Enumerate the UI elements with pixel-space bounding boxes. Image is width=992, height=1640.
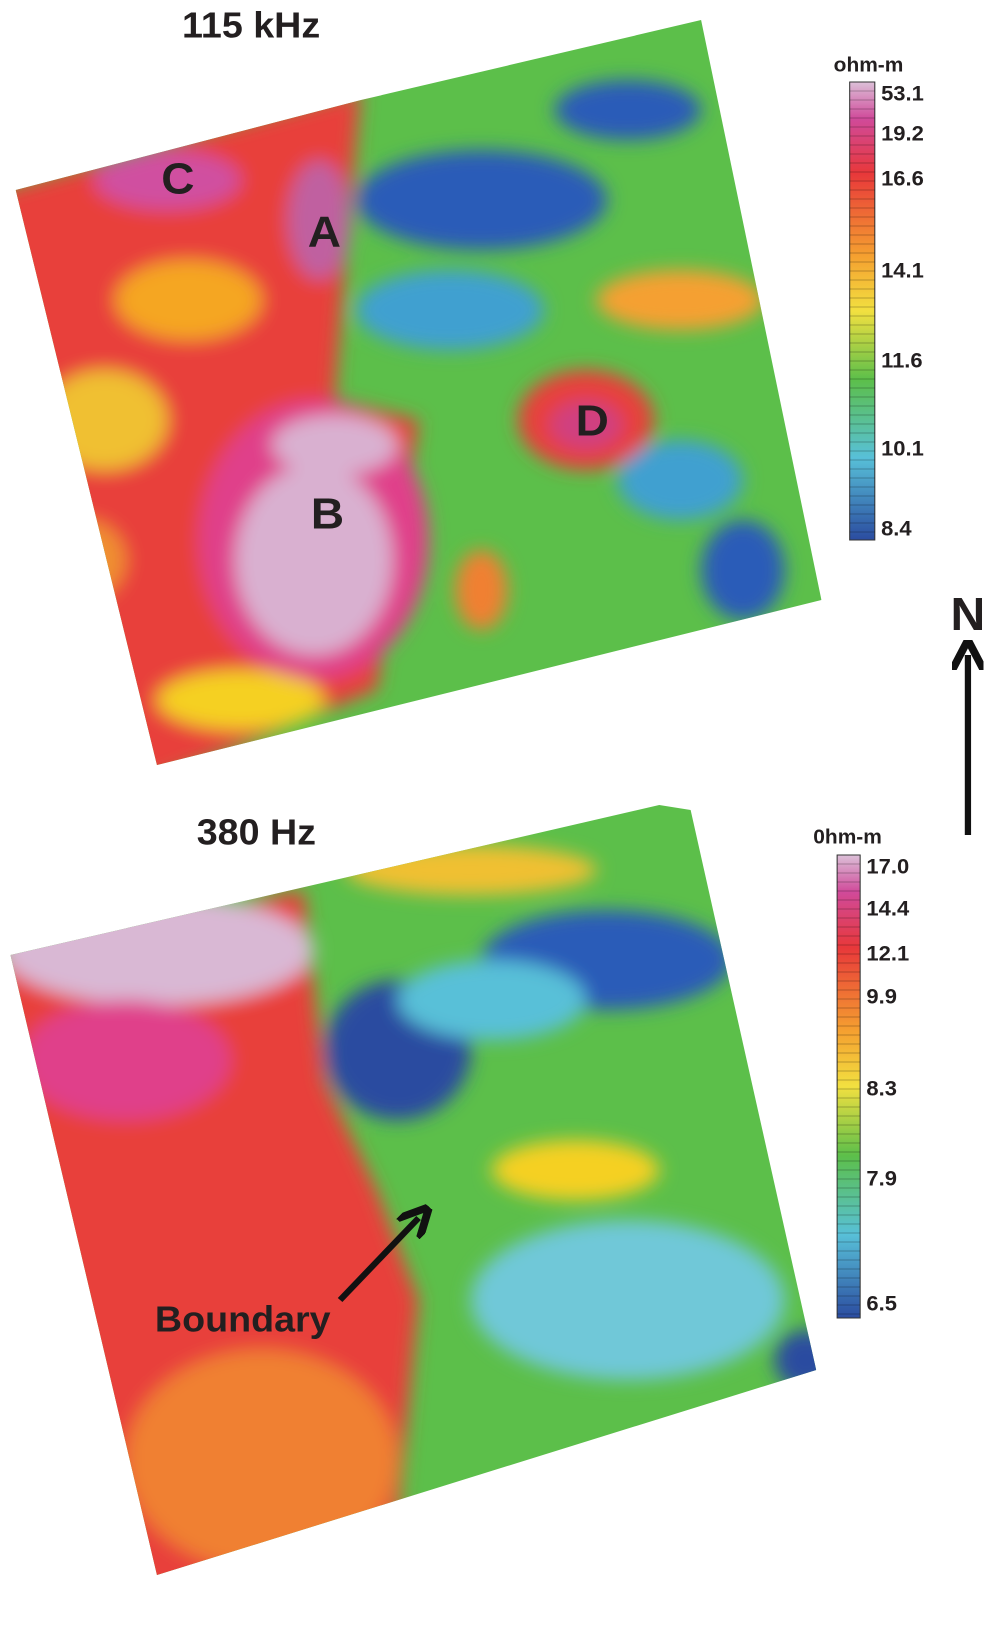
scale-label: 8.3 [866, 1077, 897, 1100]
scale-label: 14.1 [881, 259, 924, 282]
scale-label: 9.9 [866, 985, 897, 1008]
scale-label: 14.4 [866, 897, 909, 920]
scale-label: 7.9 [866, 1167, 897, 1190]
map-115khz [0, 0, 837, 780]
scale-label: 16.6 [881, 167, 924, 190]
scale-label: 11.6 [881, 349, 923, 372]
page: N 115 kHz ohm-m 53.1 19.2 16.6 14.1 11.6 10.1 8.… [0, 0, 992, 1640]
scale-label: 53.1 [881, 82, 924, 105]
north-label: N [951, 588, 986, 640]
figure: N 115 kHz ohm-m 53.1 19.2 16.6 14.1 11.6 10.1 8.… [0, 0, 992, 1640]
panel-title: 115 kHz [182, 5, 320, 45]
scale-label: 17.0 [866, 855, 909, 878]
region-label: D [576, 396, 609, 446]
panel-title: 380 Hz [197, 812, 316, 852]
region-label: B [311, 489, 344, 539]
region-label: C [161, 154, 194, 204]
unit-label: 0hm-m [813, 826, 882, 848]
scale-label: 8.4 [881, 517, 912, 540]
scale-label: 10.1 [881, 437, 924, 460]
colorbar [850, 82, 875, 540]
unit-label: ohm-m [834, 54, 904, 76]
scale-label: 6.5 [866, 1292, 897, 1315]
colorbar [837, 855, 860, 1318]
map-380hz [0, 790, 837, 1600]
annotation: Boundary [155, 1299, 331, 1339]
scale-label: 12.1 [866, 942, 909, 965]
scale-label: 19.2 [881, 122, 924, 145]
region-label: A [308, 207, 341, 257]
